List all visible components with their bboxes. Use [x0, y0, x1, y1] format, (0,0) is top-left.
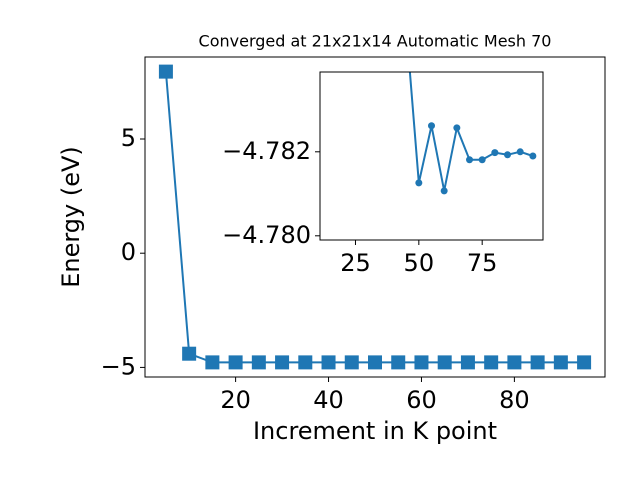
x-tick-label: 25 — [340, 249, 371, 277]
y-axis-label: Energy (eV) — [57, 146, 85, 288]
marker — [529, 152, 537, 160]
x-tick-label: 80 — [499, 386, 530, 414]
marker — [484, 355, 499, 370]
axes-frame — [144, 56, 606, 378]
marker — [453, 124, 461, 132]
marker — [437, 355, 452, 370]
marker — [504, 151, 512, 159]
x-tick-label: 40 — [313, 386, 344, 414]
marker — [391, 355, 406, 370]
x-axis-label: Increment in K point — [253, 417, 497, 445]
marker — [205, 355, 220, 370]
marker — [368, 355, 382, 370]
x-tick-label: 75 — [467, 249, 498, 277]
marker — [321, 355, 336, 370]
marker — [466, 156, 474, 164]
marker — [251, 355, 266, 370]
y-tick-label: −4.782 — [222, 137, 311, 165]
marker — [577, 355, 592, 370]
marker — [440, 187, 448, 195]
marker — [516, 148, 524, 156]
y-tick-label: −4.780 — [222, 221, 311, 249]
marker — [491, 149, 499, 157]
marker — [507, 355, 522, 370]
y-tick-label: 5 — [121, 124, 136, 152]
marker — [275, 355, 290, 370]
marker — [414, 355, 429, 370]
marker — [158, 64, 173, 79]
axes-frame — [319, 71, 544, 241]
y-tick-label: 0 — [121, 238, 136, 266]
marker — [344, 355, 359, 370]
marker — [182, 346, 197, 361]
series — [158, 64, 592, 370]
x-tick-label: 50 — [404, 249, 435, 277]
marker — [460, 355, 475, 370]
marker — [298, 355, 313, 370]
x-tick-label: 20 — [220, 386, 251, 414]
marker — [478, 156, 486, 164]
marker — [530, 355, 545, 370]
y-tick-label: −5 — [101, 352, 136, 380]
marker — [415, 179, 423, 187]
marker — [553, 355, 568, 370]
chart-title: Converged at 21x21x14 Automatic Mesh 70 — [199, 32, 552, 51]
series — [408, 72, 537, 195]
marker — [228, 355, 243, 370]
x-tick-label: 60 — [406, 386, 437, 414]
marker — [428, 122, 435, 130]
